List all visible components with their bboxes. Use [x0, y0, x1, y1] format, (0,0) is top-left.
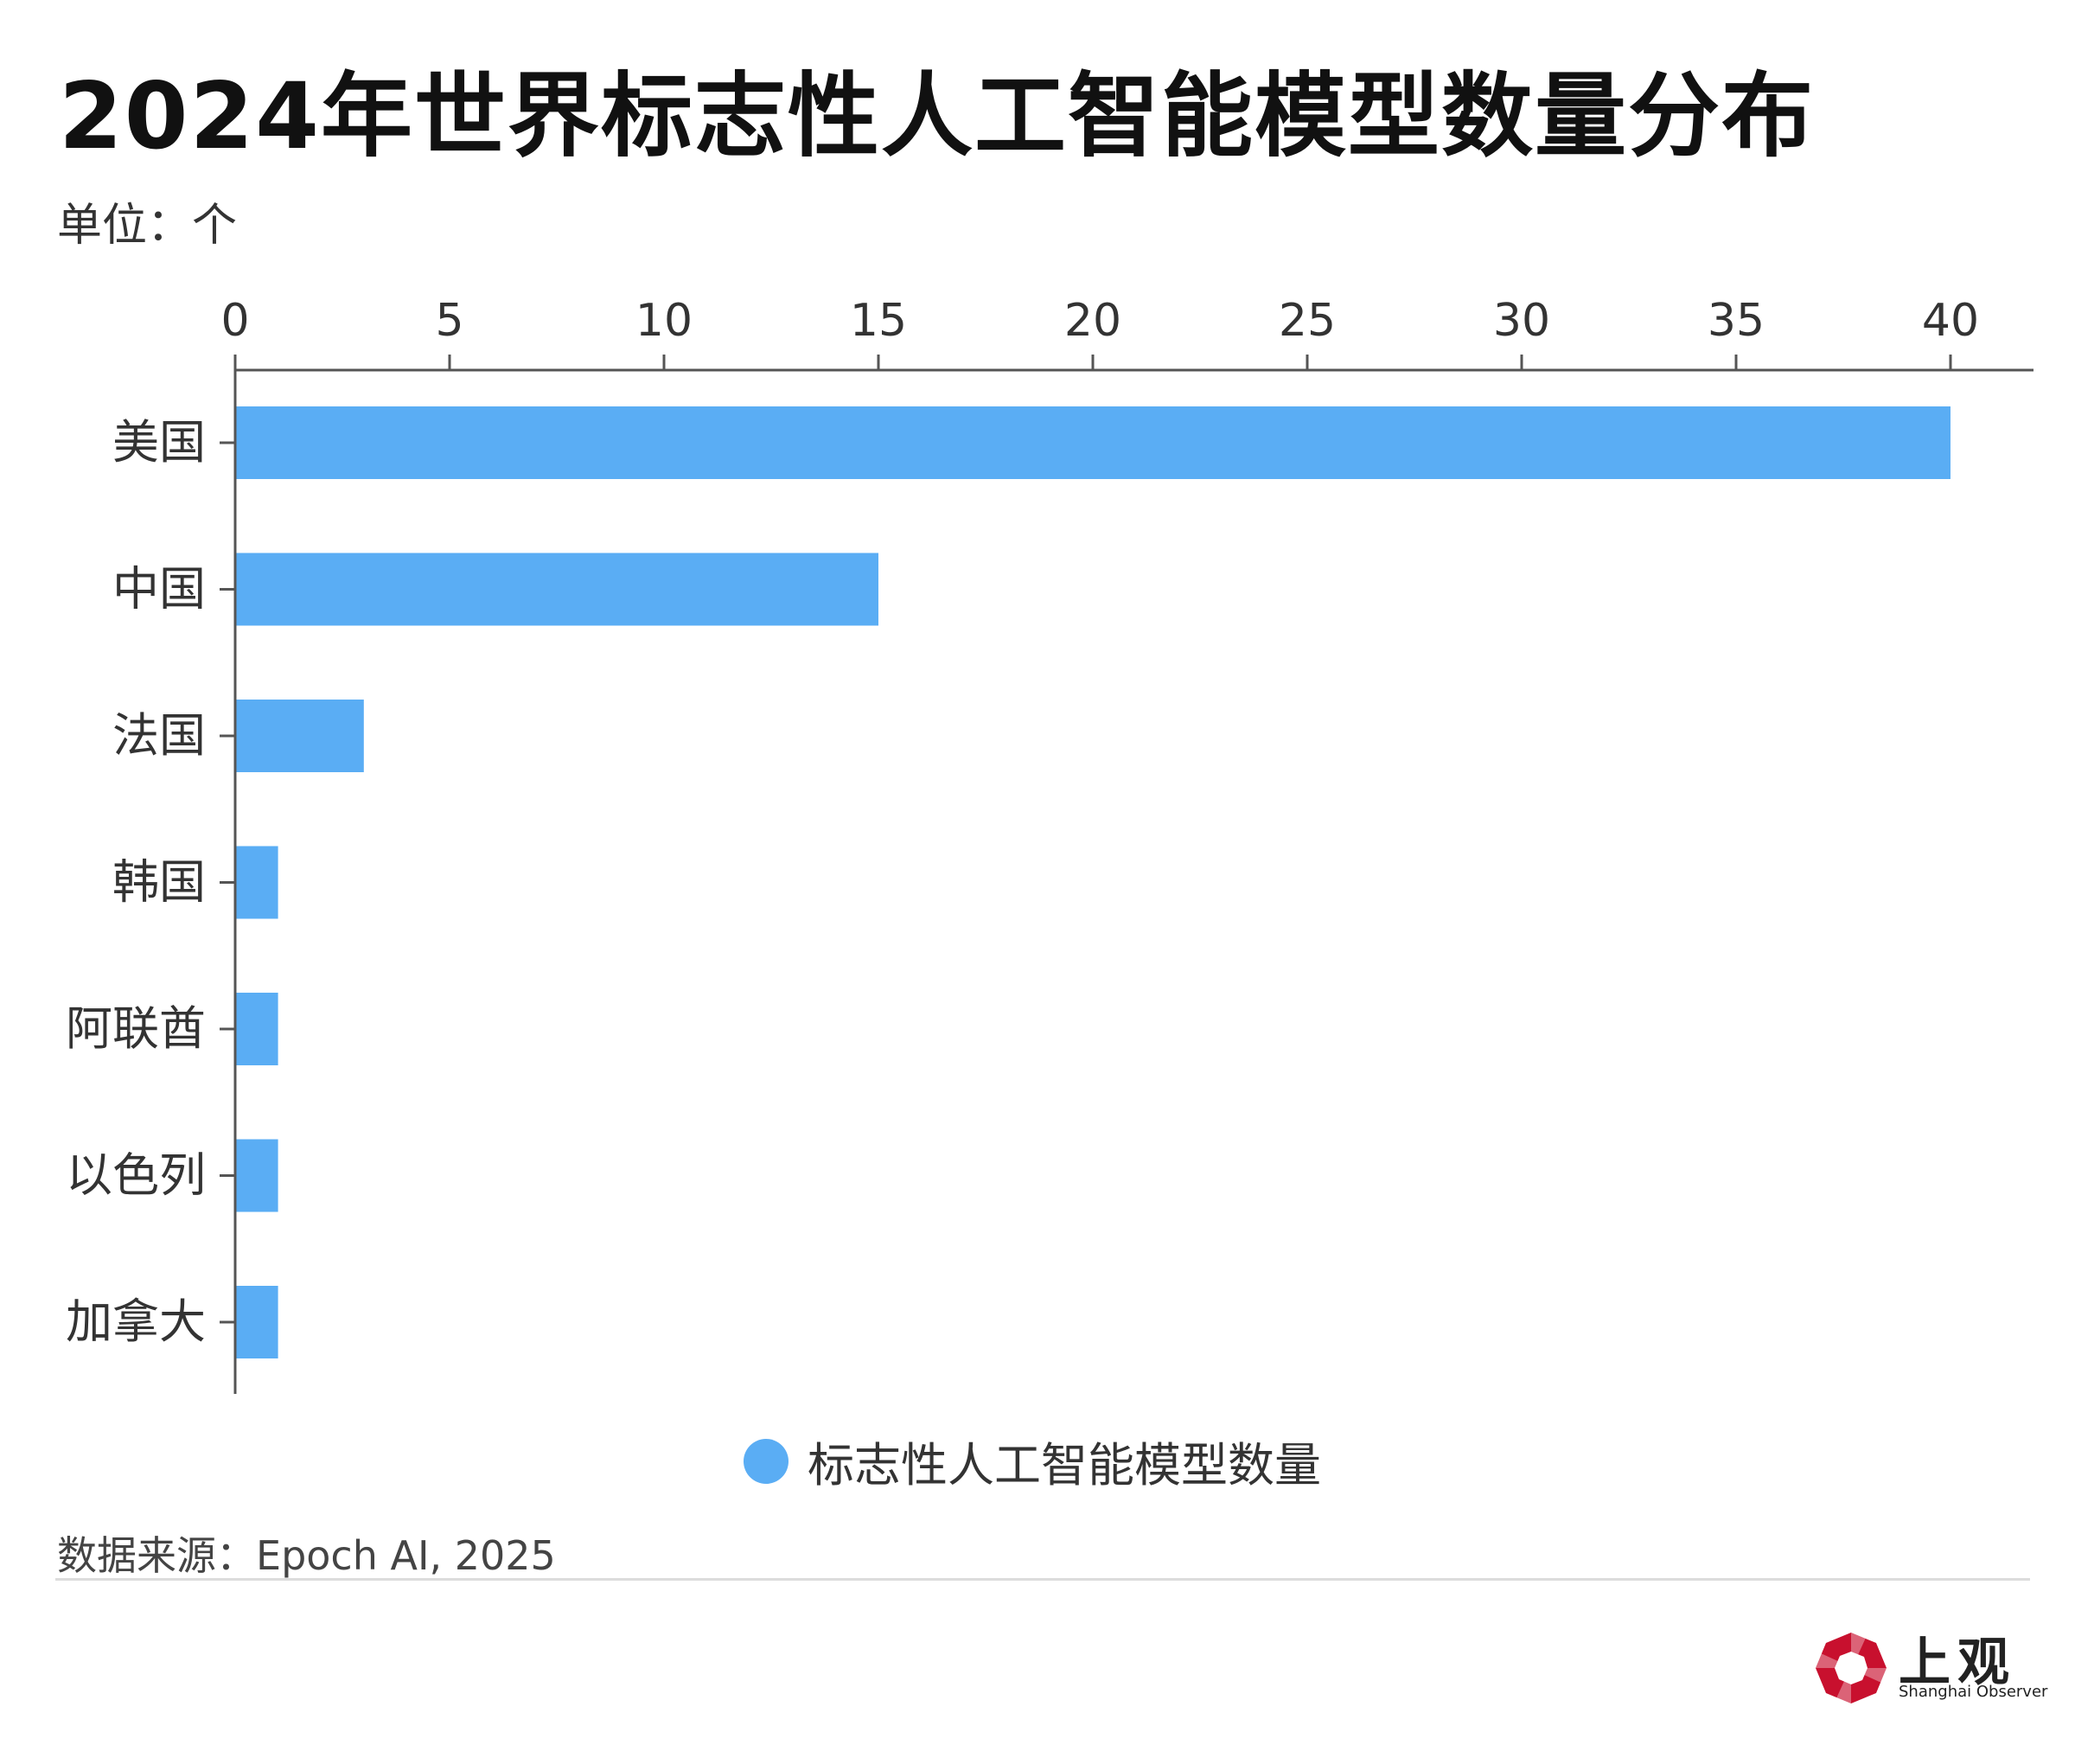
x-tick-label-10: 10 [635, 295, 693, 347]
legend: 标志性人工智能模型数量 [744, 1427, 1321, 1495]
source-note: 数据来源：Epoch AI, 2025 [57, 1532, 556, 1579]
logo-text-en: Shanghai Observer [1899, 1683, 2048, 1701]
shanghai-observer-logo: 上观 Shanghai Observer [1814, 1626, 2047, 1712]
bar [236, 1139, 278, 1212]
bar [236, 993, 278, 1065]
legend-swatch [744, 1438, 788, 1484]
x-tick-label-35: 35 [1708, 295, 1765, 347]
category-label: 以色列 [66, 1148, 206, 1203]
x-tick-label-25: 25 [1279, 295, 1336, 347]
logo-mark-icon [1816, 1633, 1887, 1703]
chart-title: 2024年世界标志性人工智能模型数量分布 [59, 63, 1816, 169]
x-tick-label-30: 30 [1493, 295, 1550, 347]
bar [236, 846, 278, 919]
category-label: 加拿大 [66, 1294, 206, 1349]
x-tick-label-5: 5 [435, 295, 463, 347]
unit-label: 单位：个 [57, 200, 238, 252]
category-label: 法国 [112, 708, 206, 763]
category-label: 中国 [112, 562, 206, 617]
bar [236, 406, 1950, 479]
logo-text-cn: 上观 [1899, 1633, 2016, 1693]
bar [236, 553, 878, 626]
x-tick-label-20: 20 [1064, 295, 1121, 347]
bar [236, 700, 364, 772]
divider [55, 1578, 2030, 1581]
x-tick-label-15: 15 [850, 295, 907, 347]
x-tick-label-40: 40 [1922, 295, 1979, 347]
category-label: 美国 [112, 415, 206, 470]
bar [236, 1286, 278, 1358]
category-label: 阿联酋 [66, 1001, 206, 1056]
legend-label: 标志性人工智能模型数量 [808, 1438, 1321, 1492]
category-label: 韩国 [112, 855, 206, 910]
x-tick-label-0: 0 [220, 295, 249, 347]
